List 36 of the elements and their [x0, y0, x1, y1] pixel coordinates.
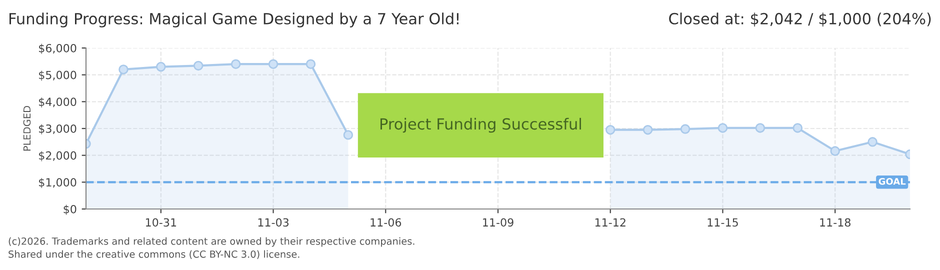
point: [343, 130, 354, 140]
x-tick-label: 10-31: [146, 218, 176, 227]
x-tick-label: 11-03: [258, 218, 289, 227]
ref-line-label: GOAL: [878, 178, 906, 185]
point: [606, 124, 616, 135]
point: [718, 123, 728, 133]
point: [755, 123, 766, 133]
annotation: Project Funding Successful: [380, 118, 581, 133]
text: Shared under the creative commons (CC BY-NC 3.0) license.: [8, 250, 300, 259]
point: [156, 62, 166, 72]
x-tick-label: 11-09: [483, 218, 514, 227]
point: [792, 123, 802, 133]
y-tick-label: $3,000: [39, 124, 76, 134]
x-tick-label: 11-06: [370, 218, 402, 227]
x-tick-label: 11-12: [595, 218, 626, 226]
point: [194, 60, 204, 71]
y-tick-label: $0: [64, 204, 76, 215]
y-tick-label: $4,000: [39, 97, 76, 108]
y-axis-title: PLEDGED: [23, 106, 31, 151]
point: [118, 64, 128, 74]
x-tick-label: 11-18: [820, 218, 850, 227]
y-tick-label: $2,000: [39, 151, 76, 162]
x-tick-label: 11-15: [708, 218, 738, 227]
y-tick-label: $1,000: [39, 178, 76, 188]
text: (c)2026. Trademarks and related content are owned by their respective companies.: [8, 237, 414, 247]
point: [268, 59, 278, 69]
point: [868, 137, 878, 147]
point: [680, 124, 690, 134]
chart-title: Funding Progress: Magical Game Designed by a 7 Year Old!: [10, 12, 458, 28]
point: [830, 146, 840, 156]
y-tick-label: $5,000: [39, 70, 76, 81]
point: [230, 59, 241, 69]
chart-subtitle: Closed at: $2,042 / $1,000 (204%): [669, 12, 931, 26]
point: [306, 59, 316, 69]
point: [642, 124, 653, 135]
y-tick-label: $6,000: [39, 44, 76, 54]
